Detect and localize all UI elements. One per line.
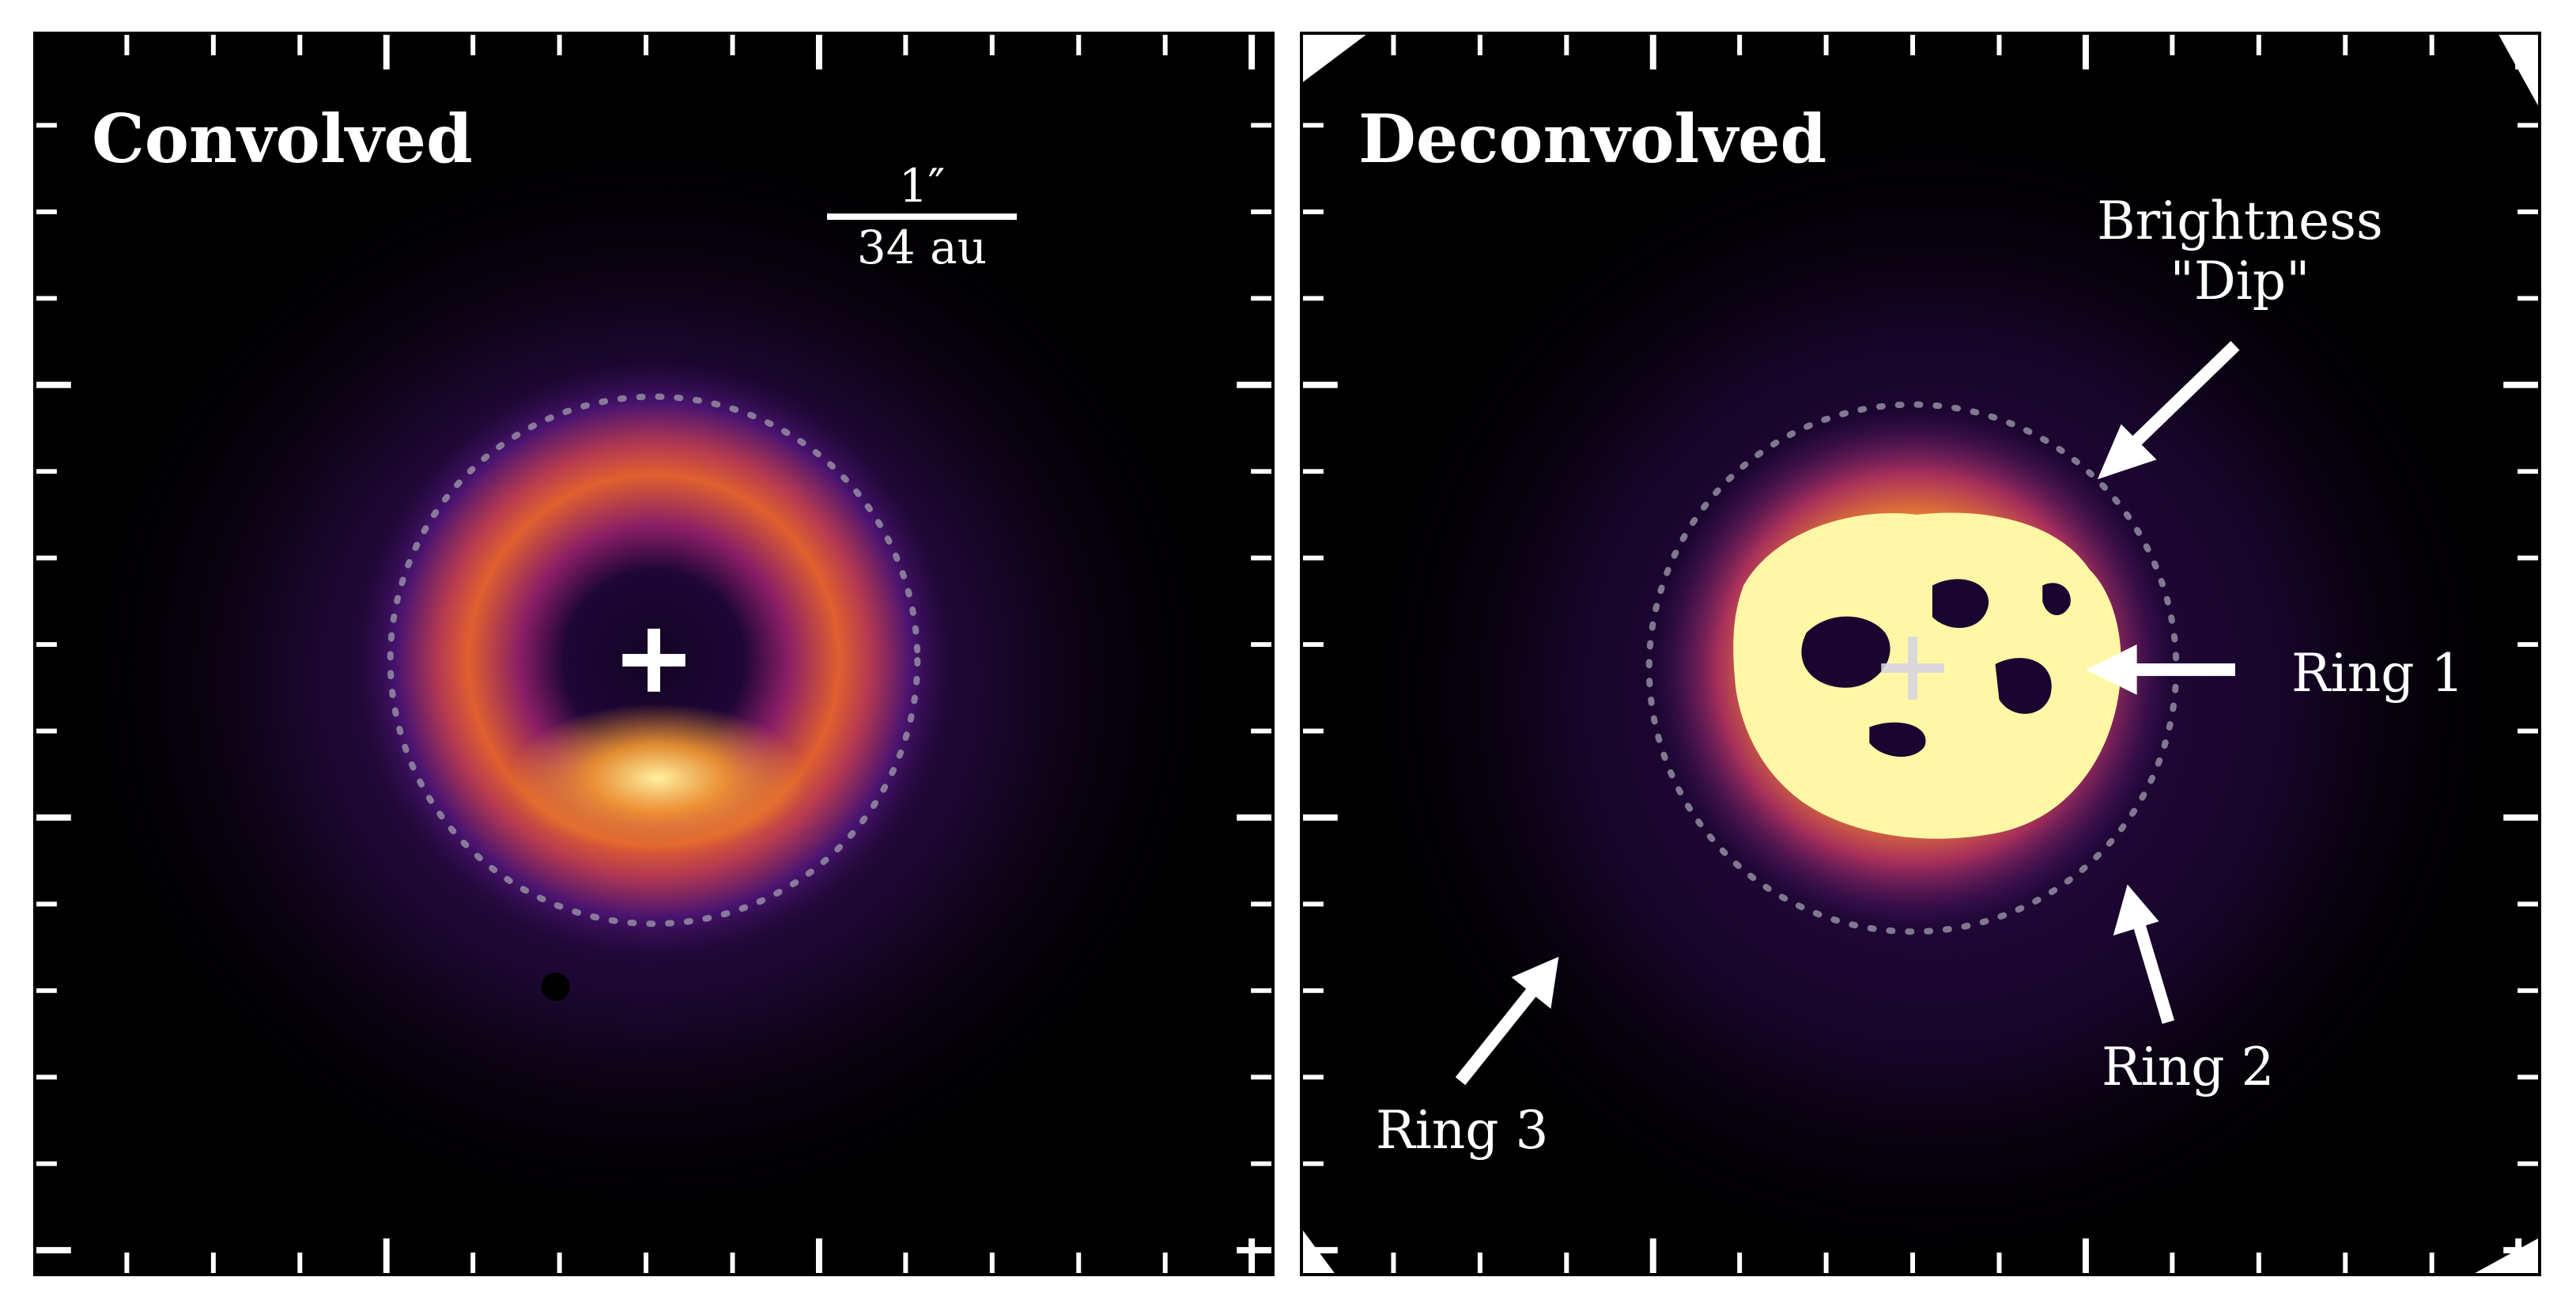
ring2-label: Ring 2 <box>2102 1037 2275 1098</box>
axis-ticks <box>36 35 1271 1273</box>
brightness-dip-line1: Brightness <box>2097 191 2383 251</box>
dark-voids <box>1801 579 2071 758</box>
corner-artifact <box>1303 35 1366 82</box>
axis-ticks <box>1303 35 2538 1273</box>
scale-bar-physical: 34 au <box>856 220 988 274</box>
ring1-label: Ring 1 <box>2291 643 2465 704</box>
dark-spot <box>541 972 570 1001</box>
brightness-dip-line2: "Dip" <box>2170 250 2310 312</box>
convolved-image <box>36 35 1271 1273</box>
arrow-icon <box>1455 957 1559 1086</box>
saturated-disk <box>1733 512 2121 839</box>
arrow-icon <box>2113 884 2175 1024</box>
scale-bar-angular: 1″ <box>898 159 946 213</box>
arrow-icon <box>2085 644 2235 695</box>
center-cross-icon <box>622 629 686 692</box>
convolved-panel: Convolved 1″ 34 au <box>33 32 1275 1276</box>
panel-title: Convolved <box>92 100 473 178</box>
brightness-dip-label: Brightness "Dip" <box>2082 191 2398 312</box>
dotted-circle <box>387 393 921 928</box>
bright-south-arc <box>508 703 808 853</box>
corner-artifact <box>2499 35 2538 106</box>
ring3-label: Ring 3 <box>1376 1100 1549 1161</box>
deconvolved-panel: Deconvolved Brightness "Dip" Ring 1 Ring… <box>1300 32 2541 1276</box>
center-cross-icon <box>1881 637 1944 700</box>
arrow-icon <box>2097 341 2240 480</box>
deconvolved-image <box>1303 35 2538 1273</box>
panel-title: Deconvolved <box>1358 100 1827 178</box>
scale-bar: 1″ 34 au <box>827 161 1017 274</box>
scale-bar-line <box>827 213 1017 220</box>
corner-artifact <box>2475 1238 2538 1273</box>
